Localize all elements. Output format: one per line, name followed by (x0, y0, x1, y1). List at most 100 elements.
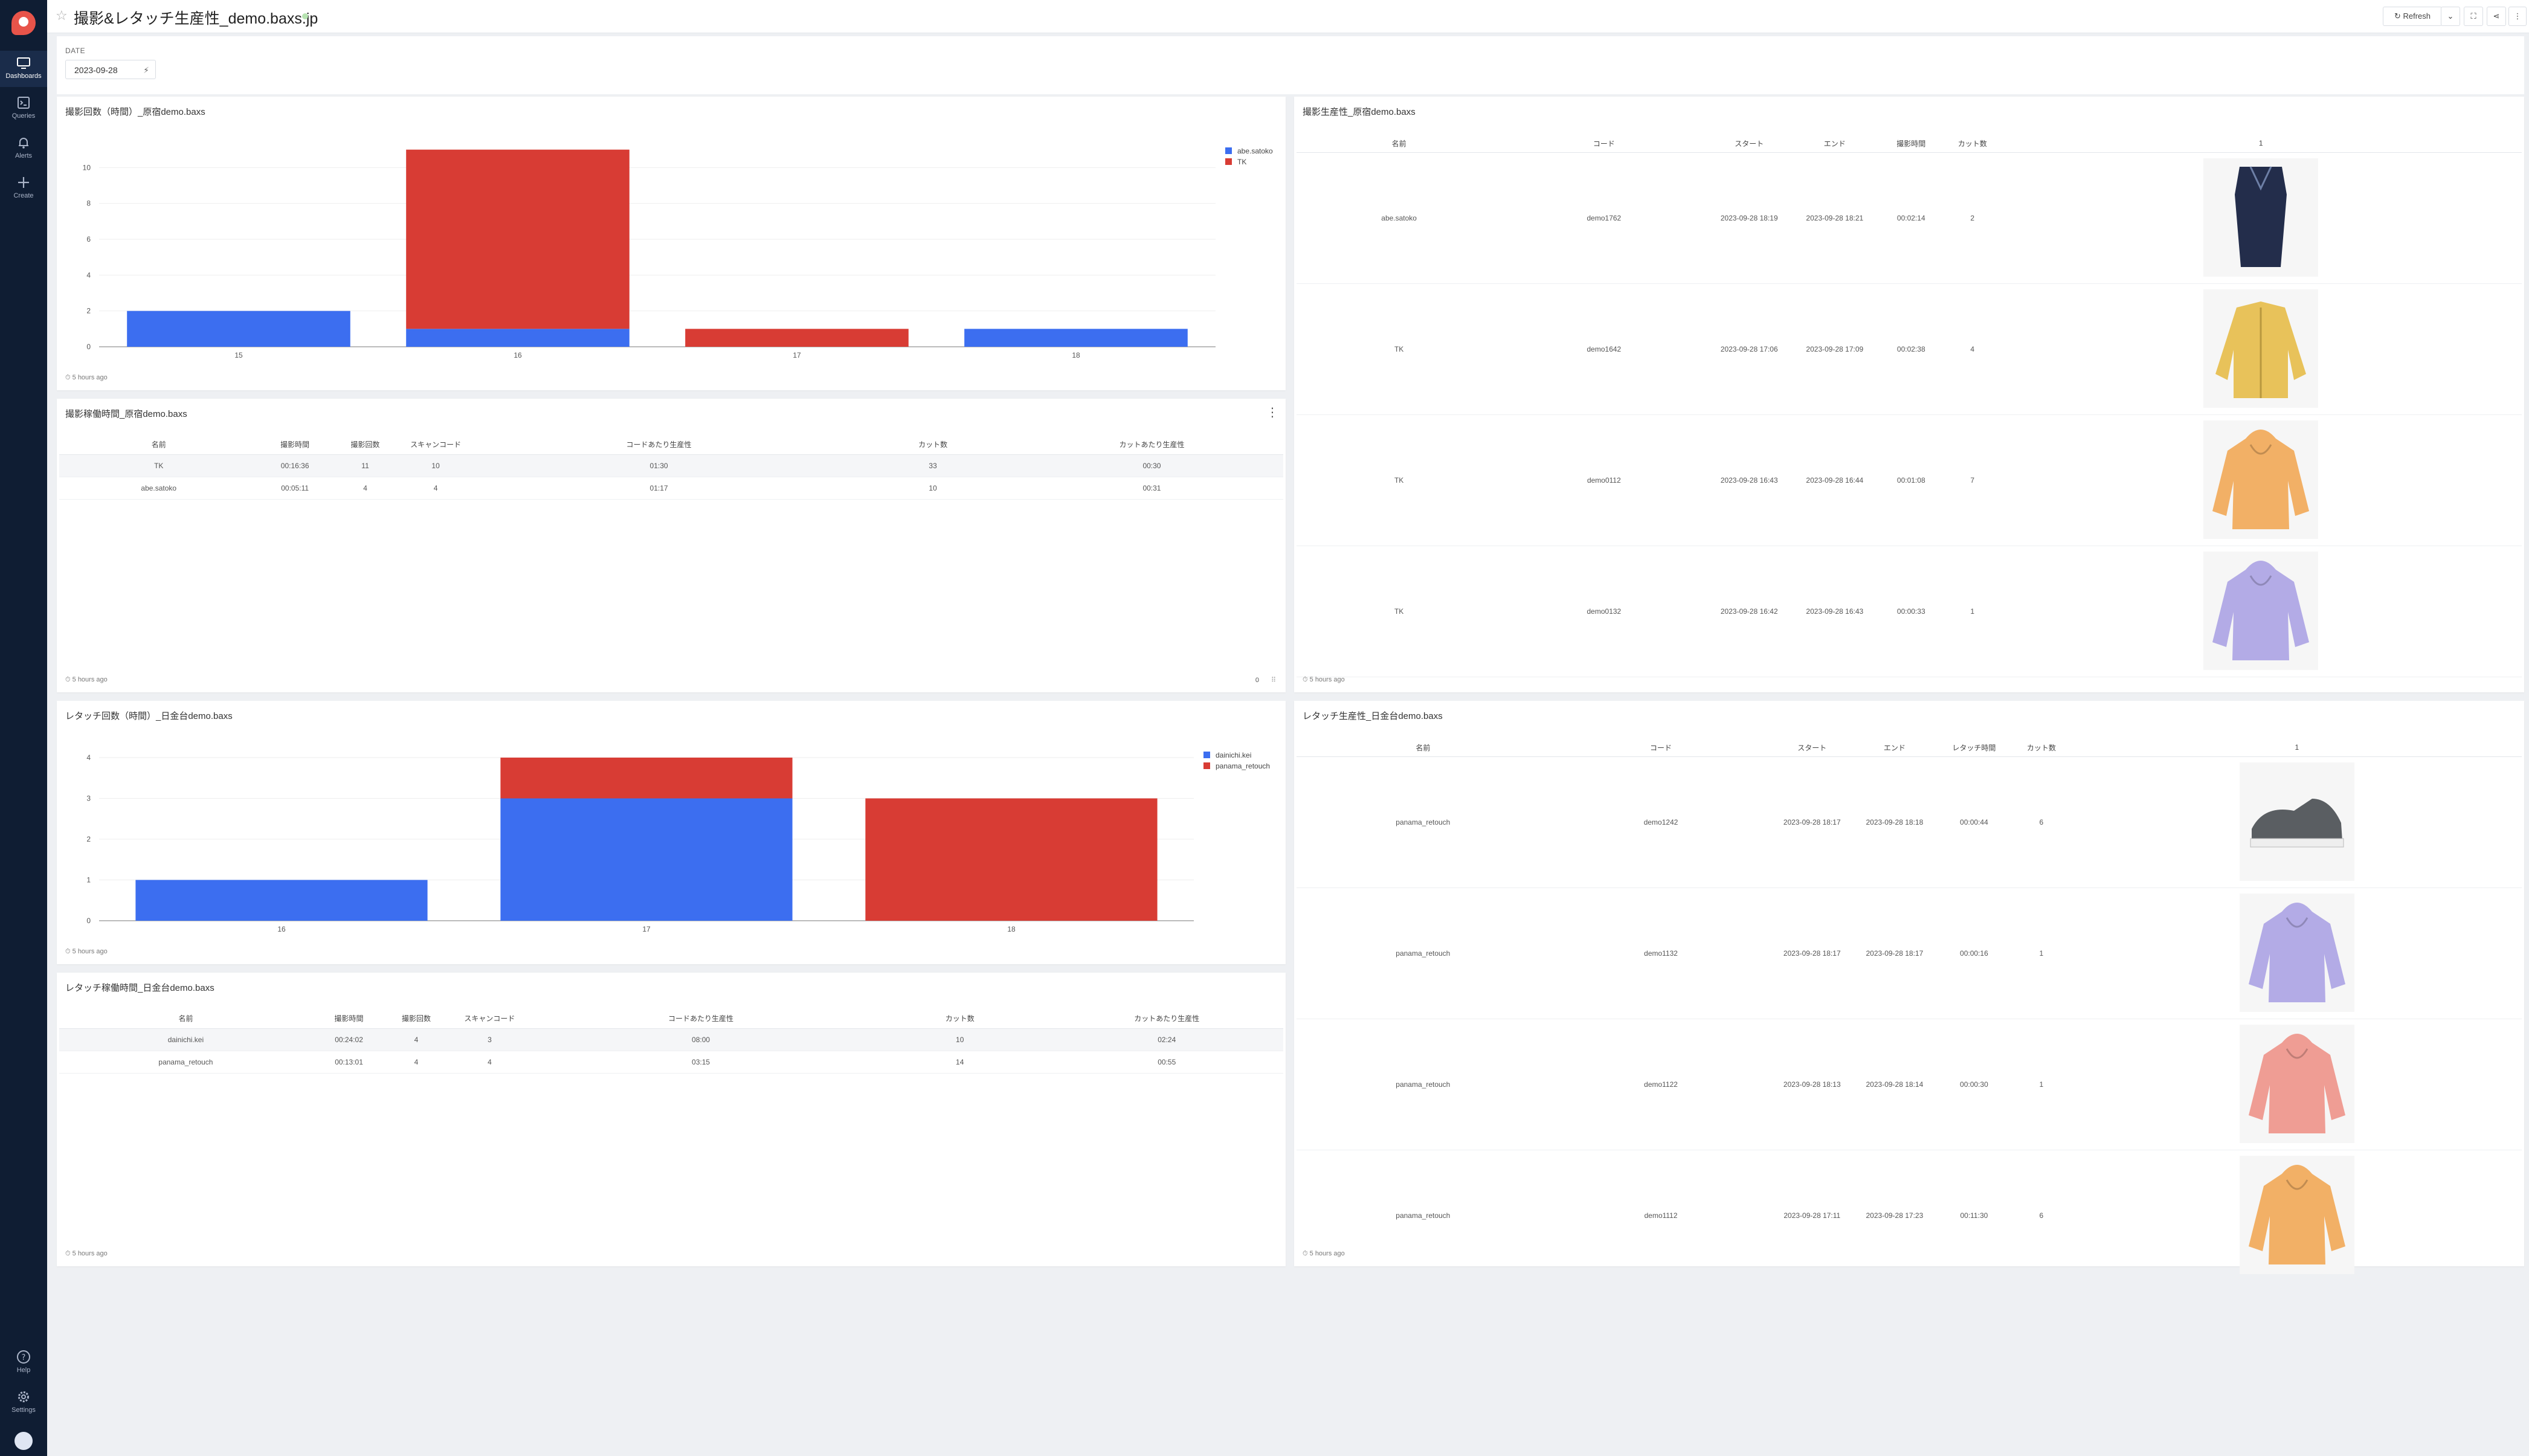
column-header[interactable]: 名前 (1297, 134, 1502, 153)
table-cell: demo1642 (1501, 283, 1707, 415)
table-cell: demo0132 (1501, 546, 1707, 677)
column-header[interactable]: 撮影時間 (312, 1008, 386, 1029)
last-updated: 5 hours ago (72, 676, 108, 683)
date-filter-input[interactable]: 2023-09-28 ⚡ (65, 60, 156, 79)
column-header[interactable]: コード (1501, 134, 1707, 153)
table-cell: 00:24:02 (312, 1028, 386, 1051)
share-icon: ⋖ (2493, 11, 2500, 21)
avatar[interactable] (14, 1432, 33, 1450)
app-logo[interactable] (11, 11, 36, 35)
bar-abe.satoko (964, 329, 1188, 347)
column-header[interactable]: カットあたり生産性 (1050, 1008, 1283, 1029)
product-thumbnail[interactable] (2239, 1024, 2354, 1143)
sidebar-item-settings[interactable]: Settings (0, 1385, 47, 1421)
product-thumbnail[interactable] (2203, 551, 2319, 670)
sidebar-item-create[interactable]: Create (0, 170, 47, 207)
table-cell: demo1762 (1501, 152, 1707, 284)
fullscreen-button[interactable]: ⛶ (2464, 7, 2483, 26)
more-menu-button[interactable]: ⋮ (2508, 7, 2527, 26)
table-cell: 4 (331, 477, 399, 500)
product-thumbnail[interactable] (2239, 893, 2354, 1012)
table-cell: TK (59, 454, 259, 477)
table-row: panama_retouch demo1242 2023-09-28 18:17 20… (1297, 756, 2522, 888)
y-tick-label: 4 (86, 753, 91, 762)
pager[interactable]: 0 (1255, 677, 1259, 684)
widget-title: レタッチ回数（時間）_日金台demo.baxs (65, 711, 233, 721)
table-cell: 2023-09-28 18:19 (1706, 152, 1793, 284)
x-tick-label: 18 (1007, 925, 1016, 933)
table-cell: 2023-09-28 18:18 (1852, 756, 1938, 888)
product-thumbnail[interactable] (2203, 158, 2319, 277)
column-header[interactable]: カットあたり生産性 (1020, 434, 1283, 455)
widget-footer: ⏱ 5 hours ago (1303, 1250, 1345, 1257)
column-header[interactable]: エンド (1792, 134, 1878, 153)
bar-panama_retouch (500, 758, 793, 799)
table-cell: TK (1297, 283, 1502, 415)
thumbnail-shape (2248, 1033, 2345, 1133)
column-header[interactable]: レタッチ時間 (1937, 738, 2011, 757)
x-tick-label: 17 (642, 925, 651, 933)
column-header[interactable]: カット数 (869, 1008, 1051, 1029)
image-cell (2072, 887, 2522, 1019)
column-header[interactable]: コードあたり生産性 (472, 434, 846, 455)
table-cell: 00:01:08 (1877, 414, 1945, 546)
sidebar-item-alerts[interactable]: Alerts (0, 130, 47, 167)
column-header[interactable]: コードあたり生産性 (532, 1008, 869, 1029)
sync-icon[interactable]: ⚡ (143, 65, 149, 75)
column-header[interactable]: 撮影時間 (1877, 134, 1945, 153)
product-thumbnail[interactable] (2203, 289, 2319, 408)
table-cell: 00:00:30 (1937, 1019, 2011, 1150)
star-icon[interactable]: ☆ (56, 8, 68, 23)
y-tick-label: 0 (86, 916, 91, 925)
table-row: TK demo0132 2023-09-28 16:42 2023-09-28 16:… (1297, 546, 2522, 677)
table-cell: panama_retouch (59, 1051, 312, 1074)
column-header[interactable]: カット数 (1944, 134, 2000, 153)
sidebar-item-help[interactable]: ? Help (0, 1345, 47, 1381)
product-thumbnail[interactable] (2239, 762, 2354, 881)
column-header[interactable]: 撮影時間 (258, 434, 332, 455)
table-header-row: 名前 撮影時間 撮影回数 スキャンコード コードあたり生産性 カット数 カットあたり生産性 (59, 1008, 1283, 1029)
column-header[interactable]: 撮影回数 (331, 434, 399, 455)
widget-retouch-prod: レタッチ生産性_日金台demo.baxs 名前 コード スタート エンド レタッチ時間カ… (1294, 701, 2524, 1281)
column-header[interactable]: 1 (2072, 738, 2522, 757)
column-header[interactable]: スキャンコード (399, 434, 472, 455)
column-header[interactable]: 1 (2000, 134, 2522, 153)
sidebar-item-dashboards[interactable]: Dashboards (0, 51, 47, 87)
column-header[interactable]: 撮影回数 (385, 1008, 447, 1029)
bar-abe.satoko (127, 311, 350, 347)
share-button[interactable]: ⋖ (2487, 7, 2506, 26)
column-header[interactable]: 名前 (1297, 738, 1550, 757)
column-header[interactable]: スキャンコード (446, 1008, 533, 1029)
column-header[interactable]: スタート (1772, 738, 1852, 757)
refresh-button[interactable]: ↻ Refresh (2383, 7, 2442, 26)
column-header[interactable]: カット数 (845, 434, 1020, 455)
sidebar-item-queries[interactable]: Queries (0, 91, 47, 127)
table-cell: 02:24 (1050, 1028, 1283, 1051)
product-thumbnail[interactable] (2239, 1155, 2354, 1274)
table-cell: demo1132 (1549, 887, 1773, 1019)
column-header[interactable]: 名前 (59, 434, 259, 455)
table-row: TK demo1642 2023-09-28 17:06 2023-09-28 17:… (1297, 283, 2522, 415)
table-cell: 2023-09-28 16:43 (1792, 546, 1878, 677)
column-header[interactable]: コード (1549, 738, 1773, 757)
product-thumbnail[interactable] (2203, 420, 2319, 539)
widget-footer: ⏱ 5 hours ago (65, 374, 108, 381)
table-row: panama_retouch demo1122 2023-09-28 18:13 20… (1297, 1019, 2522, 1150)
shoot-time-table: 名前 撮影時間 撮影回数 スキャンコード コードあたり生産性 カット数 カットあたり生産性 T… (59, 434, 1283, 500)
column-header[interactable]: カット数 (2011, 738, 2072, 757)
last-updated: 5 hours ago (1309, 676, 1345, 683)
resize-handle-icon[interactable]: ⠿ (1271, 677, 1276, 684)
column-header[interactable]: 名前 (59, 1008, 312, 1029)
table-cell: 00:13:01 (312, 1051, 386, 1074)
column-header[interactable]: エンド (1852, 738, 1938, 757)
table-cell: 03:15 (532, 1051, 869, 1074)
legend-swatch (1225, 147, 1232, 154)
table-cell: 00:11:30 (1937, 1150, 2011, 1281)
widget-menu-icon[interactable]: ⋮ (1266, 406, 1278, 419)
column-header[interactable]: スタート (1706, 134, 1793, 153)
widget-footer: ⏱ 5 hours ago (65, 1250, 108, 1257)
refresh-dropdown-button[interactable]: ⌄ (2441, 7, 2460, 26)
x-tick-label: 17 (793, 351, 801, 359)
retouch-prod-table: 名前 コード スタート エンド レタッチ時間 カット数 1 panama_retouch dem… (1297, 738, 2522, 1281)
widget-title: レタッチ生産性_日金台demo.baxs (1303, 711, 1443, 721)
